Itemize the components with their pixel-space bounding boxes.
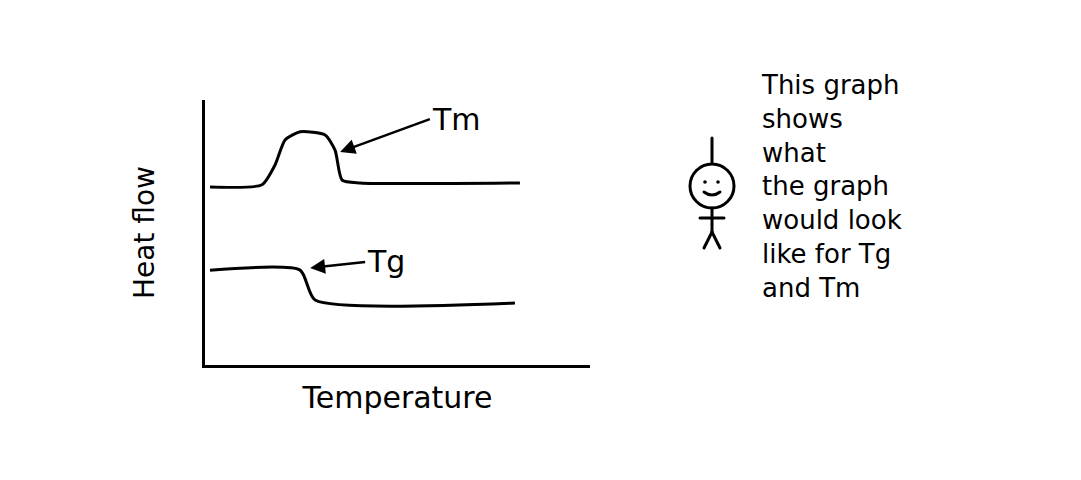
svg-text:Tg: Tg bbox=[367, 244, 405, 279]
svg-text:This graphshowswhatthe graphwo: This graphshowswhatthe graphwould lookli… bbox=[761, 70, 902, 303]
svg-text:Temperature: Temperature bbox=[301, 380, 492, 415]
svg-text:Tm: Tm bbox=[432, 102, 481, 137]
svg-text:Heat flow: Heat flow bbox=[128, 166, 161, 299]
